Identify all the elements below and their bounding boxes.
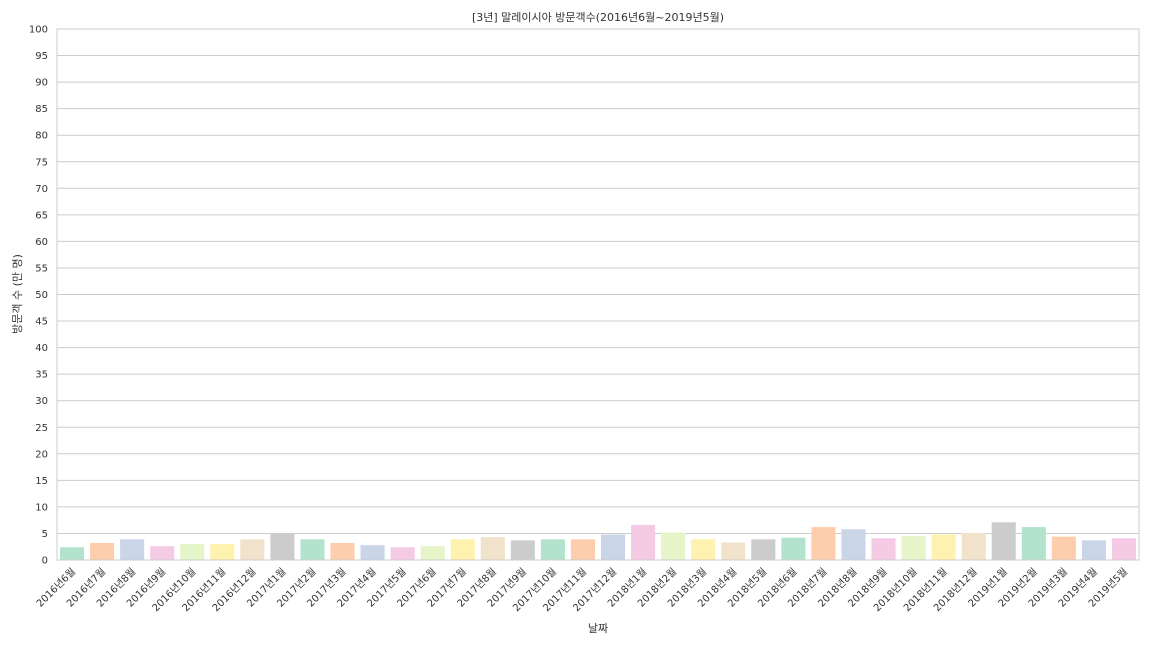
- y-tick-label: 90: [35, 78, 48, 89]
- bar: [811, 527, 836, 560]
- bar: [570, 539, 595, 560]
- bar: [180, 544, 205, 560]
- y-tick-label: 70: [35, 184, 48, 195]
- bar: [60, 547, 85, 560]
- bar: [781, 537, 806, 560]
- bar: [841, 529, 866, 560]
- bar: [961, 532, 986, 560]
- bar: [120, 539, 145, 560]
- bar: [1111, 538, 1136, 560]
- bar: [901, 536, 926, 560]
- y-tick-label: 5: [42, 529, 48, 540]
- y-tick-label: 35: [35, 370, 48, 381]
- y-tick-label: 75: [35, 157, 48, 168]
- bar: [360, 545, 385, 560]
- bar: [240, 539, 265, 560]
- y-tick-label: 25: [35, 423, 48, 434]
- y-tick-label: 20: [35, 449, 48, 460]
- bar: [871, 538, 896, 560]
- bar: [510, 540, 535, 560]
- bar: [661, 532, 686, 560]
- bar: [601, 534, 626, 560]
- bar: [420, 546, 445, 560]
- y-tick-label: 100: [29, 25, 48, 36]
- bar: [1021, 527, 1046, 560]
- bar: [450, 539, 475, 560]
- y-tick-label: 15: [35, 476, 48, 487]
- bar: [751, 539, 776, 560]
- y-tick-label: 50: [35, 290, 48, 301]
- y-tick-label: 40: [35, 343, 48, 354]
- y-tick-label: 80: [35, 131, 48, 142]
- bar: [270, 533, 295, 560]
- bar: [931, 534, 956, 560]
- y-tick-label: 65: [35, 210, 48, 221]
- bar: [330, 543, 355, 560]
- bar: [390, 547, 415, 560]
- bar: [300, 539, 325, 560]
- x-axis-label: 날짜: [588, 622, 608, 635]
- y-tick-label: 85: [35, 104, 48, 115]
- bar: [210, 544, 235, 560]
- y-tick-label: 10: [35, 502, 48, 513]
- bar: [1081, 540, 1106, 560]
- bar: [1051, 536, 1076, 560]
- y-axis-ticks: 0 5 10 15 20 25 30 35 40 45 50 55 60 65 70 75 80 85 90 95 10…: [29, 25, 48, 567]
- bar: [691, 539, 716, 560]
- bar: [90, 543, 115, 560]
- bar: [150, 546, 175, 560]
- y-tick-label: 95: [35, 51, 48, 62]
- bar: [721, 542, 746, 560]
- x-axis-ticks: 2016년6월2016년7월2016년8월2016년9월2016년10월2016…: [34, 566, 1130, 614]
- chart-title: [3년] 말레이시아 방문객수(2016년6월~2019년5월): [472, 11, 724, 24]
- y-tick-label: 55: [35, 263, 48, 274]
- y-tick-label: 30: [35, 396, 48, 407]
- bars: [60, 522, 1136, 560]
- bar: [540, 539, 565, 560]
- plot-frame: [56, 28, 1140, 561]
- bar: [631, 524, 656, 560]
- bar: [991, 522, 1016, 560]
- y-tick-label: 45: [35, 317, 48, 328]
- y-tick-label: 0: [42, 556, 48, 567]
- grid: [57, 28, 1139, 561]
- bar: [480, 537, 505, 560]
- y-tick-label: 60: [35, 237, 48, 248]
- y-axis-label: 방문객 수 (만 명): [11, 254, 24, 334]
